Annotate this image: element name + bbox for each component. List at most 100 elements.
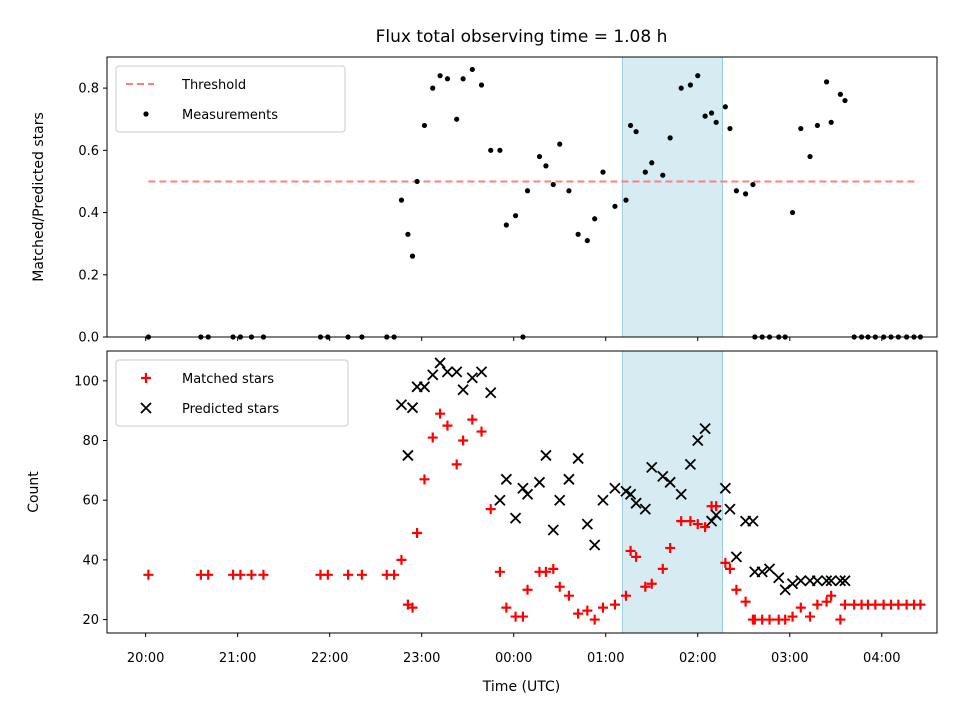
data-point [454, 116, 460, 122]
data-point [597, 602, 608, 613]
data-point [572, 452, 584, 465]
data-point [203, 569, 214, 580]
x-tick-label: 04:00 [863, 651, 900, 666]
data-point [494, 566, 505, 577]
chart-title: Flux total observing time = 1.08 h [376, 27, 668, 47]
data-point [727, 125, 733, 132]
data-point [517, 482, 529, 494]
data-point [798, 125, 804, 132]
data-point [649, 160, 655, 166]
data-point [839, 599, 850, 610]
data-point [700, 522, 711, 533]
data-point [724, 503, 736, 515]
data-point [421, 122, 428, 129]
data-point [667, 135, 673, 141]
data-point [821, 596, 832, 607]
data-point [665, 542, 676, 553]
data-point [409, 253, 416, 259]
legend-swatch-dot [143, 111, 149, 117]
plot-frame [106, 350, 938, 634]
data-point [509, 512, 522, 524]
data-point [828, 119, 834, 125]
data-point [623, 197, 629, 203]
data-point [582, 605, 593, 616]
data-point [441, 366, 454, 378]
data-point [451, 459, 462, 470]
data-point [412, 528, 423, 539]
data-point [692, 434, 704, 447]
legend-label: Measurements [182, 108, 278, 123]
data-point [469, 66, 475, 73]
data-point [805, 611, 816, 622]
data-point [812, 599, 823, 610]
plot-frame [106, 56, 938, 338]
data-point [763, 563, 776, 575]
data-point [554, 581, 565, 592]
y-tick-label: 80 [82, 434, 99, 449]
data-point [834, 575, 847, 587]
legend-swatch-x [140, 402, 152, 414]
data-point [915, 599, 926, 610]
data-point [702, 113, 708, 119]
data-point [543, 163, 549, 169]
data-point [458, 435, 469, 446]
series-matched-stars [143, 408, 926, 625]
data-point [710, 509, 722, 521]
data-point [747, 515, 759, 527]
data-point [787, 611, 798, 622]
x-tick-label: 22:00 [311, 651, 348, 666]
data-point [437, 73, 443, 79]
data-point [356, 569, 367, 580]
data-point [825, 575, 837, 587]
data-point [554, 494, 566, 506]
data-point [398, 197, 405, 203]
legend-label: Matched stars [182, 372, 274, 387]
data-point [444, 76, 451, 82]
data-point [839, 575, 851, 587]
data-point [573, 608, 584, 619]
x-tick-label: 21:00 [219, 651, 256, 666]
data-point [395, 399, 408, 411]
data-point [430, 85, 436, 91]
data-point [343, 569, 354, 580]
data-point [820, 575, 833, 587]
data-point [494, 494, 506, 506]
data-point [722, 104, 728, 110]
data-point [597, 494, 609, 506]
data-point [750, 181, 756, 188]
data-point [639, 503, 651, 515]
data-point [627, 122, 634, 129]
data-point [657, 563, 668, 574]
x-axis-label: Time (UTC) [482, 679, 560, 695]
data-point [405, 231, 411, 237]
data-point [826, 590, 837, 601]
data-point [427, 432, 438, 443]
data-point [720, 557, 731, 568]
data-point [692, 519, 703, 530]
data-point [503, 222, 509, 228]
data-point [540, 566, 551, 577]
series-measurements [145, 66, 924, 340]
data-point [823, 79, 830, 85]
data-point [522, 584, 533, 595]
legend-swatch-plus [141, 373, 151, 383]
data-point [414, 178, 420, 185]
y-tick-label: 0.4 [78, 206, 99, 221]
data-point [609, 482, 621, 494]
data-point [699, 422, 711, 435]
data-point [550, 181, 556, 188]
data-point [631, 551, 642, 562]
data-point [533, 476, 546, 488]
x-tick-label: 02:00 [679, 651, 716, 666]
x-tick-label: 23:00 [403, 651, 440, 666]
data-point [396, 554, 407, 565]
y-tick-label: 0.2 [78, 268, 99, 283]
data-point [488, 147, 494, 153]
data-point [517, 611, 528, 622]
data-point [457, 384, 469, 396]
data-point [497, 147, 503, 153]
data-point [419, 474, 430, 485]
data-point [246, 569, 257, 580]
data-point [592, 216, 598, 222]
